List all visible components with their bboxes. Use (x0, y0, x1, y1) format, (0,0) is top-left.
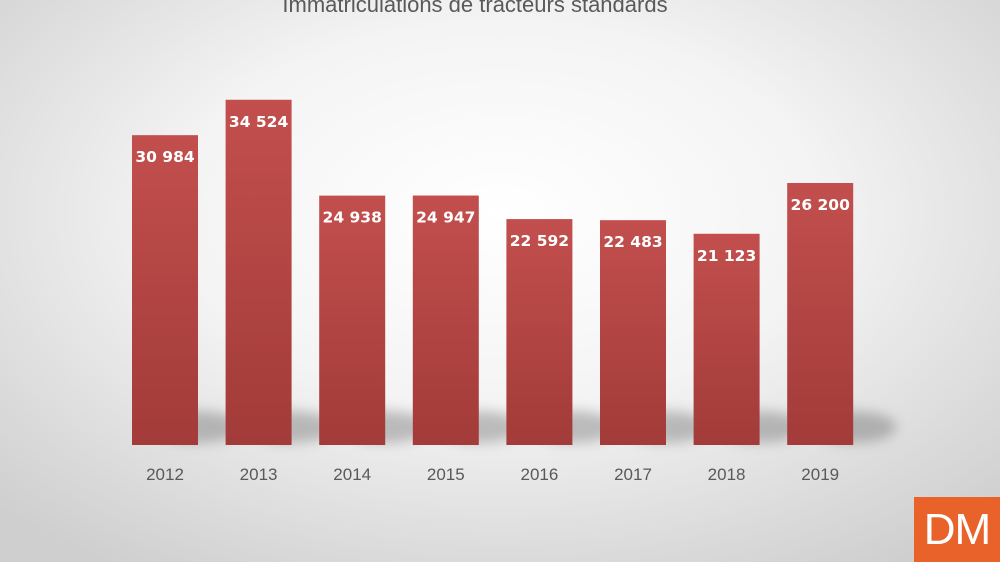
bar-2017 (600, 220, 666, 445)
x-tick-label-2015: 2015 (427, 465, 465, 484)
x-tick-label-2013: 2013 (240, 465, 278, 484)
bar-2015 (412, 195, 479, 445)
x-tick-label-2014: 2014 (333, 465, 371, 484)
bars-group (132, 99, 854, 445)
data-label-2017: 22 483 (603, 233, 662, 251)
data-label-2015: 24 947 (416, 209, 475, 227)
x-tick-label-2017: 2017 (614, 465, 652, 484)
data-label-2014: 24 938 (323, 209, 382, 227)
chart-title: Immatriculations de tracteurs standards (282, 0, 668, 17)
bar-2014 (319, 195, 386, 445)
x-axis-tick-labels: 2012 2013 2014 2015 2016 2017 2018 2019 (146, 465, 839, 484)
bar-2018 (693, 233, 760, 445)
bar-2013 (225, 99, 292, 445)
x-tick-label-2019: 2019 (801, 465, 839, 484)
data-label-2012: 30 984 (135, 148, 195, 166)
data-label-2013: 34 524 (229, 113, 289, 131)
bar-2019 (787, 183, 854, 445)
bar-2012 (132, 135, 198, 445)
x-tick-label-2016: 2016 (520, 465, 558, 484)
data-label-2016: 22 592 (510, 232, 569, 250)
x-tick-label-2018: 2018 (708, 465, 746, 484)
bar-2016 (506, 219, 573, 445)
data-labels-group: 30 984 34 524 24 938 24 947 22 592 22 483 21 1… (135, 113, 850, 265)
dm-logo: DM (914, 497, 1000, 562)
data-label-2019: 26 200 (791, 196, 851, 214)
x-tick-label-2012: 2012 (146, 465, 184, 484)
data-label-2018: 21 123 (697, 247, 756, 265)
